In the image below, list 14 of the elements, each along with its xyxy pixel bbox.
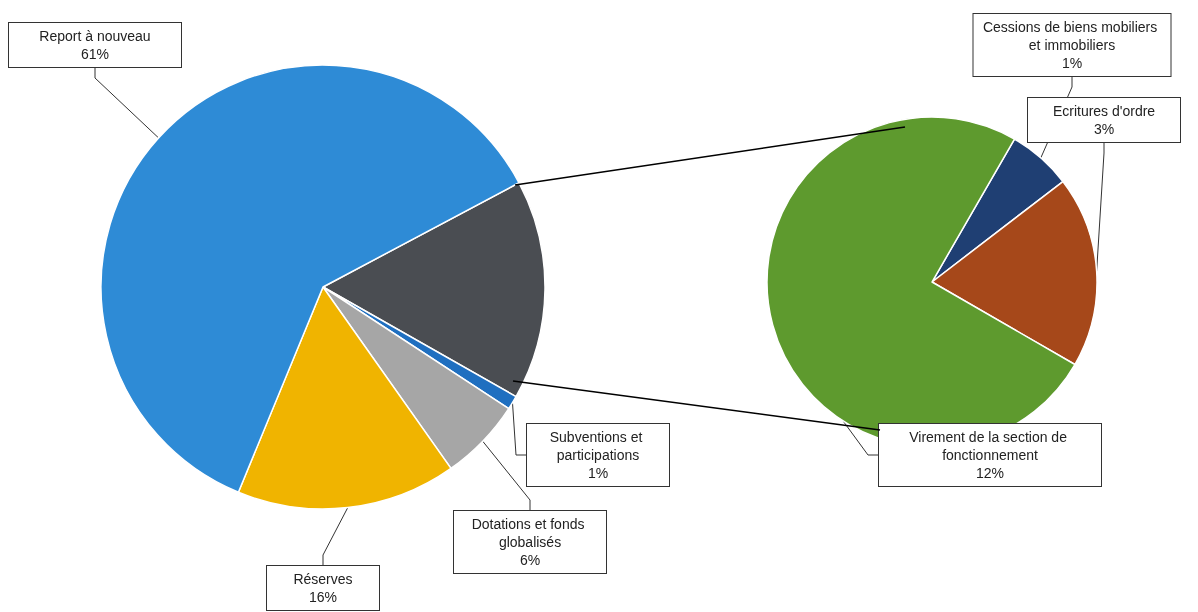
slice-label: Ecritures d'ordre xyxy=(1052,103,1156,119)
data-label: 1% xyxy=(1061,55,1083,71)
data-label: 12% xyxy=(975,465,1005,481)
data-label: 61% xyxy=(80,46,110,62)
slice-label: Cessions de biens mobiliers et immobiliers xyxy=(982,19,1162,53)
data-label: 1% xyxy=(587,465,609,481)
slice-label: Subventions et participations xyxy=(549,429,647,463)
data-label: 6% xyxy=(519,552,541,568)
slice-label: Report à nouveau xyxy=(39,28,151,44)
slice-label: Virement de la section de fonctionnement xyxy=(909,429,1071,463)
data-label: 3% xyxy=(1093,121,1115,137)
slice-label: Dotations et fonds globalisés xyxy=(471,516,589,550)
slice-label: Réserves xyxy=(293,571,353,587)
data-label: 16% xyxy=(308,589,338,605)
